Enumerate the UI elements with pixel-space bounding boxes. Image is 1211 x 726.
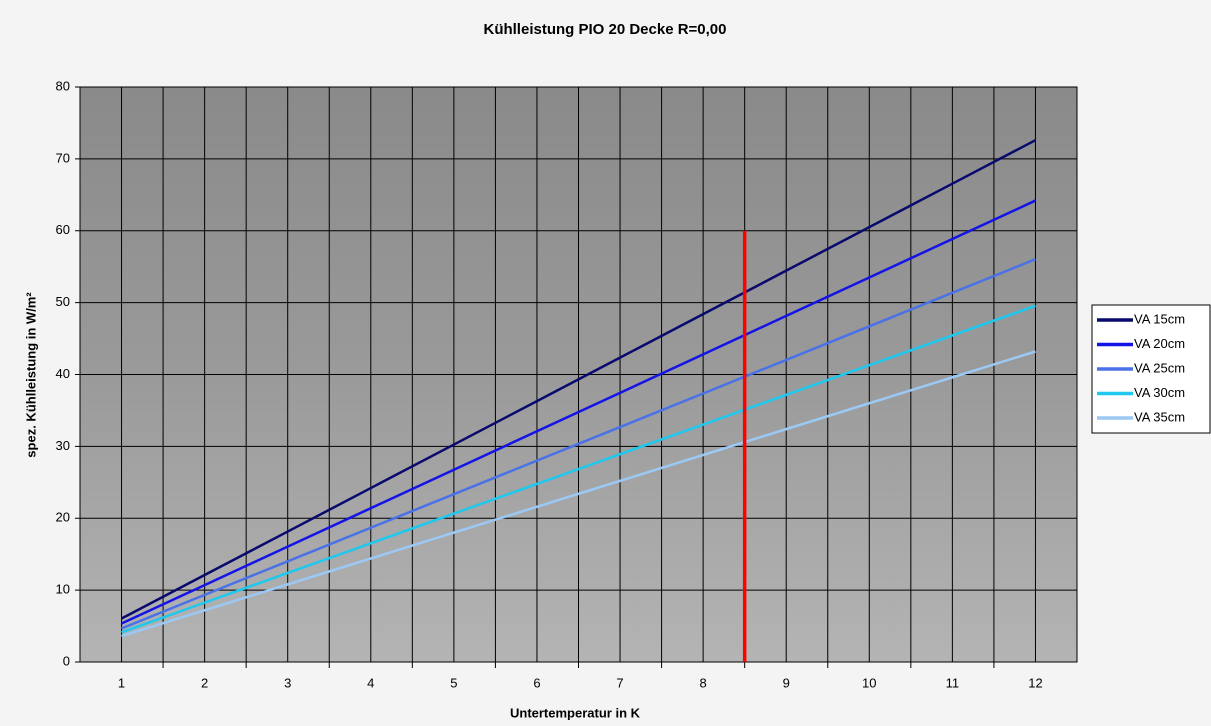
chart-title: Kühlleistung PIO 20 Decke R=0,00 — [483, 21, 726, 38]
x-tick-label: 7 — [616, 675, 623, 690]
x-tick-label: 1 — [118, 675, 125, 690]
y-tick-label: 20 — [56, 510, 70, 525]
legend-label: VA 30cm — [1134, 385, 1185, 400]
y-tick-label: 50 — [56, 294, 70, 309]
series-line — [121, 258, 1036, 630]
y-tick-label: 80 — [56, 78, 70, 93]
plot-frame — [79, 86, 1078, 663]
y-tick-label: 30 — [56, 438, 70, 453]
x-tick-label: 10 — [862, 675, 876, 690]
series-line — [120, 139, 1037, 620]
y-tick-label: 60 — [56, 222, 70, 237]
x-tick-label: 5 — [450, 675, 457, 690]
x-tick-label: 8 — [700, 675, 707, 690]
x-tick-label: 4 — [367, 675, 374, 690]
x-tick-label: 2 — [201, 675, 208, 690]
series-line — [121, 350, 1036, 638]
series-line — [121, 199, 1036, 625]
legend-label: VA 35cm — [1134, 409, 1185, 424]
x-axis-label: Untertemperatur in K — [510, 705, 641, 720]
legend-label: VA 20cm — [1134, 336, 1185, 351]
x-tick-label: 11 — [946, 675, 960, 690]
x-tick-label: 3 — [284, 675, 291, 690]
y-tick-label: 40 — [56, 366, 70, 381]
legend-label: VA 25cm — [1134, 360, 1185, 375]
legend-label: VA 15cm — [1134, 311, 1185, 326]
y-tick-label: 0 — [63, 653, 70, 668]
series-line — [121, 304, 1036, 634]
y-tick-label: 70 — [56, 150, 70, 165]
x-tick-label: 6 — [533, 675, 540, 690]
y-axis-label: spez. Kühlleistung in W/m² — [23, 292, 38, 458]
y-tick-label: 10 — [56, 582, 70, 597]
x-tick-label: 12 — [1028, 675, 1042, 690]
x-tick-label: 9 — [783, 675, 790, 690]
